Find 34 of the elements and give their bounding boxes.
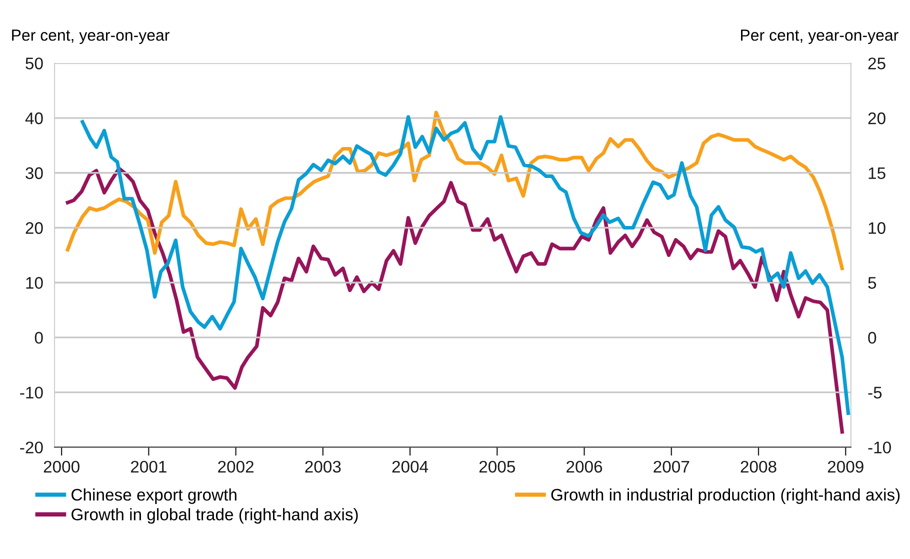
x-tick-label: 2002 — [218, 460, 254, 473]
y2-axis-title: Per cent, year-on-year — [741, 30, 898, 44]
line-series — [66, 166, 844, 434]
x-tick-label: 2001 — [130, 460, 166, 473]
y-tick-label: 50 — [26, 58, 43, 70]
line-series — [66, 110, 844, 270]
y-tick-label: 40 — [25, 112, 43, 124]
y2-tick-label: 5 — [868, 277, 876, 289]
y2-tick-label: 10 — [868, 222, 886, 234]
y-tick-label: -20 — [20, 442, 43, 454]
x-tick-label: 2005 — [479, 460, 515, 473]
x-tick-label: 2008 — [740, 460, 776, 473]
x-tick-label: 2009 — [828, 460, 864, 473]
legend-label: Growth in industrial production (right-hand axis) — [551, 488, 900, 504]
y2-tick-label: 25 — [868, 58, 886, 70]
y-tick-label: -10 — [20, 386, 43, 399]
y2-tick-label: 0 — [868, 332, 876, 344]
y-axis-title: Per cent, year-on-year — [12, 30, 170, 44]
x-tick-label: 2007 — [654, 460, 690, 473]
x-tick-label: 2003 — [305, 460, 341, 473]
y-tick-label: 30 — [26, 167, 43, 180]
legend-label: Growth in global trade (right-hand axis) — [72, 508, 358, 524]
legend-label: Chinese export growth — [72, 488, 236, 504]
x-tick-label: 2000 — [44, 460, 80, 473]
y2-tick-label: -5 — [868, 386, 882, 399]
line-series — [80, 115, 850, 415]
y2-tick-label: -10 — [868, 442, 891, 454]
y-tick-label: 10 — [26, 277, 43, 289]
y2-tick-label: 15 — [868, 167, 886, 180]
y-tick-label: 20 — [26, 222, 43, 234]
x-tick-label: 2004 — [392, 460, 428, 473]
x-tick-label: 2006 — [566, 460, 602, 473]
y2-tick-label: 20 — [868, 112, 886, 124]
y-tick-label: 0 — [34, 332, 43, 344]
